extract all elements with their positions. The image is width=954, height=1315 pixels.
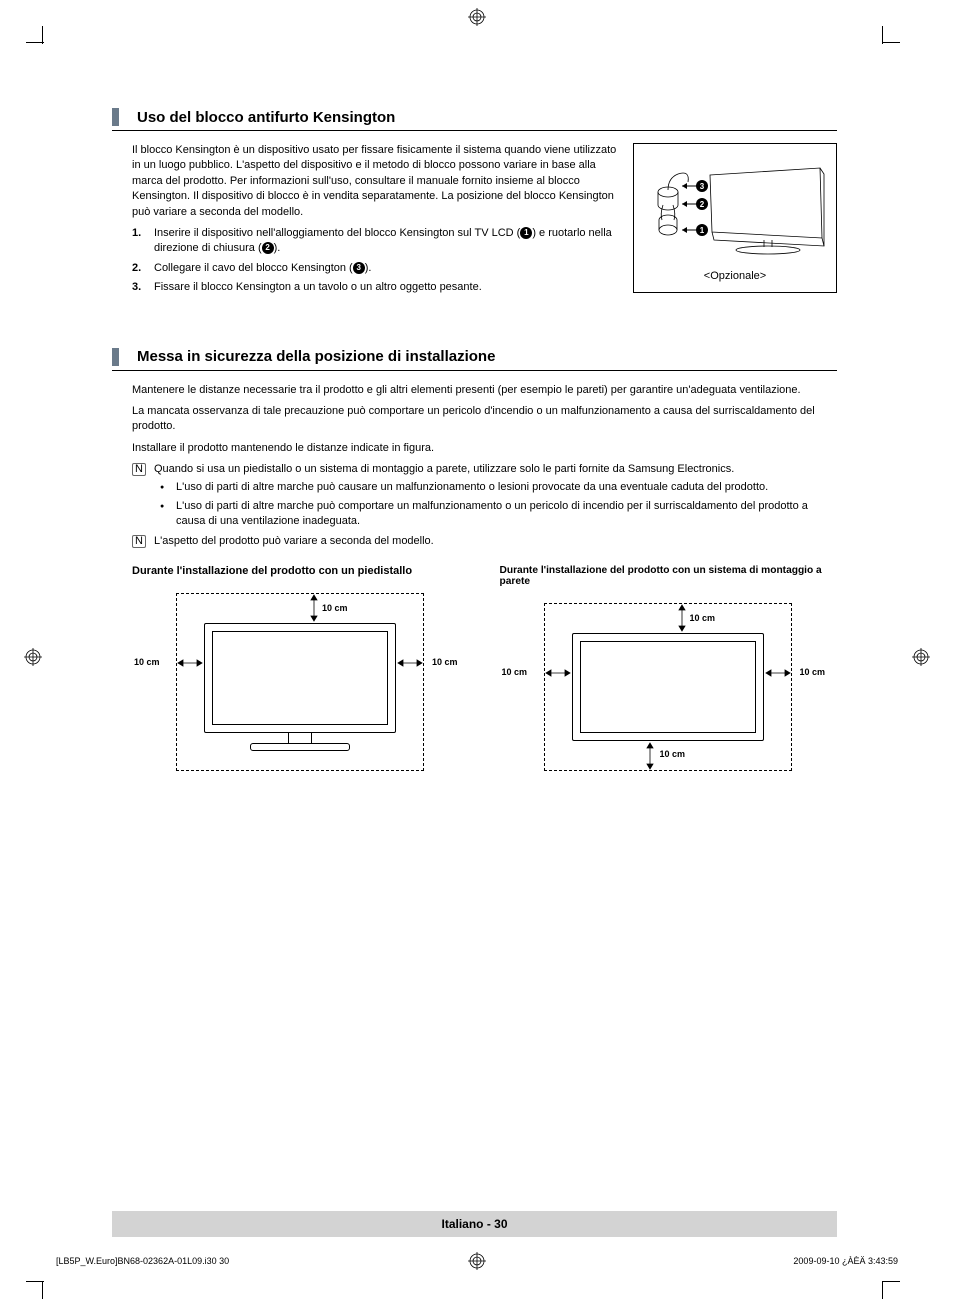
- step1-text-c: ).: [274, 242, 281, 254]
- doc-id: [LB5P_W.Euro]BN68-02362A-01L09.i30 30: [56, 1256, 229, 1266]
- circled-1-icon: 1: [520, 227, 532, 239]
- bullet-1: L'uso di parti di altre marche può causa…: [160, 480, 837, 495]
- note2-text: L'aspetto del prodotto può variare a sec…: [154, 534, 434, 549]
- section1-body: Il blocco Kensington è un dispositivo us…: [112, 143, 837, 300]
- circled-3-icon: 3: [353, 262, 365, 274]
- svg-text:2: 2: [700, 200, 705, 209]
- optional-label: <Opzionale>: [704, 270, 766, 282]
- svg-text:3: 3: [700, 182, 705, 191]
- note-icon: N: [132, 463, 146, 476]
- registration-mark-right: [912, 648, 930, 666]
- kensington-diagram-box: 3 2 1 <Opzionale>: [633, 143, 837, 293]
- step-number-3: 3.: [132, 280, 154, 295]
- step-number-1: 1.: [132, 226, 154, 257]
- step2-text-a: Collegare il cavo del blocco Kensington …: [154, 262, 353, 274]
- section-marker-icon: [112, 108, 119, 126]
- svg-text:1: 1: [700, 226, 705, 235]
- section-marker-icon: [112, 348, 119, 366]
- step-1: 1. Inserire il dispositivo nell'alloggia…: [132, 226, 619, 257]
- install-wall-title: Durante l'installazione del prodotto con…: [500, 565, 838, 587]
- diagram-stand: 10 cm 10 cm 10 cm: [132, 587, 470, 779]
- crop-mark-tl: [28, 28, 58, 58]
- crop-mark-br: [868, 1267, 898, 1297]
- note1-text: Quando si usa un piedistallo o un sistem…: [154, 462, 734, 477]
- page-content: Uso del blocco antifurto Kensington Il b…: [112, 108, 837, 789]
- section1-header: Uso del blocco antifurto Kensington: [112, 108, 837, 131]
- crop-mark-tr: [868, 28, 898, 58]
- note-1: N Quando si usa un piedistallo o un sist…: [132, 462, 837, 477]
- step-number-2: 2.: [132, 261, 154, 276]
- page-footer-strip: Italiano - 30: [112, 1211, 837, 1237]
- note-icon: N: [132, 535, 146, 548]
- page-number-label: Italiano - 30: [441, 1217, 507, 1231]
- section2-p1: Mantenere le distanze necessarie tra il …: [132, 383, 837, 398]
- timestamp: 2009-09-10 ¿ÀÈÄ 3:43:59: [793, 1256, 898, 1266]
- section2-title: Messa in sicurezza della posizione di in…: [137, 348, 495, 365]
- section2-p2: La mancata osservanza di tale precauzion…: [132, 404, 837, 435]
- step2-text-b: ).: [365, 262, 372, 274]
- step3-text: Fissare il blocco Kensington a un tavolo…: [154, 280, 482, 295]
- step-3: 3. Fissare il blocco Kensington a un tav…: [132, 280, 619, 295]
- install-diagrams: Durante l'installazione del prodotto con…: [132, 565, 837, 789]
- diagram-wall: 10 cm 10 cm 10 cm 10 cm: [500, 597, 838, 789]
- install-stand-title: Durante l'installazione del prodotto con…: [132, 565, 470, 577]
- step1-text-a: Inserire il dispositivo nell'alloggiamen…: [154, 227, 520, 239]
- crop-mark-bl: [28, 1267, 58, 1297]
- note-2: N L'aspetto del prodotto può variare a s…: [132, 534, 837, 549]
- footer-meta: [LB5P_W.Euro]BN68-02362A-01L09.i30 30 20…: [56, 1256, 898, 1266]
- registration-mark-left: [24, 648, 42, 666]
- section2-body: Mantenere le distanze necessarie tra il …: [132, 383, 837, 457]
- registration-mark-top: [468, 8, 486, 26]
- bullet-2: L'uso di parti di altre marche può compo…: [160, 499, 837, 530]
- kensington-diagram: 3 2 1: [634, 144, 836, 266]
- section2-header: Messa in sicurezza della posizione di in…: [112, 348, 837, 371]
- section1-intro-text: Il blocco Kensington è un dispositivo us…: [132, 143, 619, 220]
- section1-intro: Il blocco Kensington è un dispositivo us…: [132, 143, 619, 220]
- section2-p3: Installare il prodotto mantenendo le dis…: [132, 441, 837, 456]
- circled-2-icon: 2: [262, 242, 274, 254]
- step-2: 2. Collegare il cavo del blocco Kensingt…: [132, 261, 619, 276]
- section1-title: Uso del blocco antifurto Kensington: [137, 109, 395, 126]
